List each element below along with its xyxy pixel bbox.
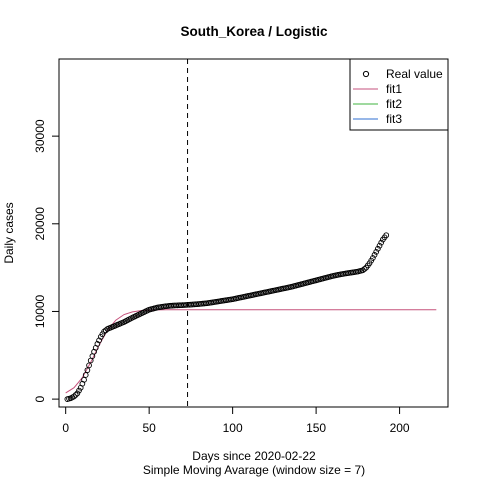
x-axis-label: Days since 2020-02-22 [192,449,316,463]
legend-label: fit2 [386,97,402,111]
x-tick-label: 50 [142,421,156,435]
real-value-point [76,387,82,394]
real-value-point [94,341,101,347]
legend-label: Real value [386,67,443,81]
real-value-point [370,255,376,261]
legend-label: fit1 [386,82,402,96]
real-value-point [72,392,79,398]
real-value-point [371,252,378,258]
x-tick-label: 200 [390,421,410,435]
real-value-point [375,245,381,252]
y-axis-label: Daily cases [2,202,16,263]
x-axis: 0 50 100 150 200 [62,406,410,435]
real-value-point [81,376,87,383]
real-value-point [74,390,81,397]
y-tick-label: 10000 [33,294,47,328]
real-value-point [84,367,91,374]
y-tick-label: 20000 [33,207,47,241]
real-value-point [383,232,390,239]
y-tick-label: 0 [33,395,47,402]
x-tick-label: 0 [62,421,69,435]
real-value-point [361,266,368,272]
real-value-point [373,249,380,255]
real-value-point [86,362,92,369]
legend-box [349,58,449,131]
real-value-point [82,372,89,378]
legend-marker-real-value [362,70,370,78]
x-tick-label: 150 [306,421,326,435]
y-tick-label: 30000 [33,119,47,153]
real-value-series [64,232,390,402]
real-value-point [71,393,77,400]
real-value-point [378,239,385,246]
y-axis: 0 10000 20000 30000 [33,119,60,402]
real-value-point [376,242,383,249]
real-value-point [96,337,102,344]
chart-title: South_Korea / Logistic [180,24,328,39]
x-axis-sublabel: Simple Moving Avarage (window size = 7) [143,463,365,477]
legend-label: fit3 [386,112,402,126]
x-tick-label: 100 [223,421,243,435]
